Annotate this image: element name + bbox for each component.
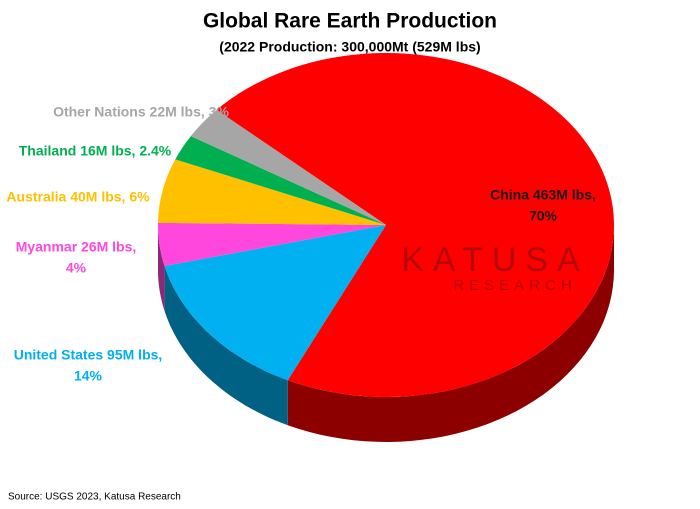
- pie-slice: [158, 222, 386, 266]
- data-label: United States 95M lbs,: [14, 347, 163, 363]
- pie-slice: [190, 109, 386, 225]
- slice-side: [158, 225, 165, 311]
- pie-slice: [164, 225, 386, 381]
- watermark: RESEARCH: [453, 277, 576, 294]
- pie-slice: [216, 53, 615, 398]
- data-label: 4%: [66, 260, 87, 276]
- data-label: 14%: [74, 368, 103, 384]
- watermark: KATUSA: [401, 241, 589, 279]
- data-label: Thailand 16M lbs, 2.4%: [19, 143, 172, 159]
- data-label: 70%: [529, 208, 558, 224]
- slice-side: [287, 225, 614, 442]
- source-note: Source: USGS 2023, Katusa Research: [8, 492, 181, 503]
- pie-slice: [175, 136, 386, 225]
- data-label: China 463M lbs,: [490, 187, 596, 203]
- chart-title: Global Rare Earth Production: [203, 10, 497, 33]
- data-label: Other Nations 22M lbs, 3%: [53, 104, 229, 120]
- slice-side: [164, 266, 288, 426]
- data-label: Australia 40M lbs, 6%: [6, 189, 150, 205]
- chart-subtitle: (2022 Production: 300,000Mt (529M lbs): [219, 39, 480, 55]
- pie-slice: [158, 159, 386, 225]
- data-label: Myanmar 26M lbs,: [16, 239, 137, 255]
- pie: [158, 53, 615, 442]
